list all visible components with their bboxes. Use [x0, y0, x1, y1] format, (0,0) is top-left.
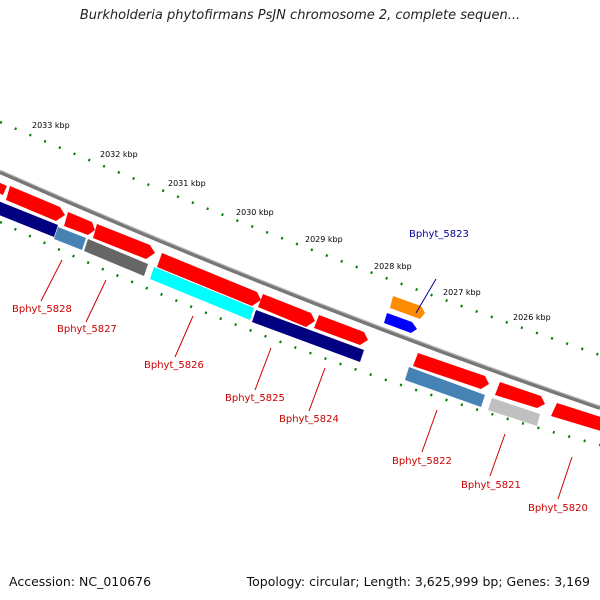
gene-arrow[interactable] [64, 212, 95, 235]
map-title: Burkholderia phytofirmans PsJN chromosom… [79, 8, 521, 23]
gene-label-bphyt-5821[interactable]: Bphyt_5821 [461, 480, 521, 491]
reverse-strand-genes [0, 201, 540, 426]
gene-arrow[interactable] [6, 186, 65, 221]
kbp-label-2027: 2027 kbp [443, 288, 481, 297]
kbp-label-2033: 2033 kbp [32, 121, 70, 130]
gene-bar[interactable] [488, 398, 540, 426]
gene-label-bphyt-5828[interactable]: Bphyt_5828 [12, 304, 72, 315]
gene-arrow[interactable] [551, 403, 600, 432]
gene-orange[interactable] [390, 296, 425, 319]
kbp-label-2028: 2028 kbp [374, 262, 412, 271]
gene-bar[interactable] [0, 201, 58, 237]
gene-label-bphyt-5822[interactable]: Bphyt_5822 [392, 456, 452, 467]
kbp-labels: 2033 kbp 2032 kbp 2031 kbp 2030 kbp 2029… [32, 121, 551, 322]
chromosome-backbone [0, 169, 600, 410]
gene-arrow[interactable] [495, 382, 545, 408]
gene-label-bphyt-5825[interactable]: Bphyt_5825 [225, 393, 285, 404]
gene-arrow[interactable] [157, 253, 261, 306]
gene-arrow[interactable] [0, 181, 7, 195]
gene-blue[interactable] [384, 313, 417, 333]
forward-strand-genes [0, 181, 600, 432]
gene-label-bphyt-5827[interactable]: Bphyt_5827 [57, 324, 117, 335]
gene-label-bphyt-5824[interactable]: Bphyt_5824 [279, 414, 339, 425]
gene-labels: Bphyt_5828 Bphyt_5827 Bphyt_5826 Bphyt_5… [12, 229, 588, 514]
gene-bar[interactable] [405, 367, 485, 407]
gene-bar[interactable] [54, 227, 86, 250]
kbp-label-2031: 2031 kbp [168, 179, 206, 188]
gene-label-bphyt-5823[interactable]: Bphyt_5823 [409, 229, 469, 240]
gene-label-bphyt-5826[interactable]: Bphyt_5826 [144, 360, 204, 371]
gene-label-bphyt-5820[interactable]: Bphyt_5820 [528, 503, 588, 514]
accession-text: Accession: NC_010676 [9, 574, 152, 589]
gene-bar[interactable] [252, 310, 364, 362]
kbp-label-2026: 2026 kbp [513, 313, 551, 322]
gene-arrow[interactable] [314, 315, 368, 345]
gene-arrow[interactable] [413, 353, 489, 389]
kbp-label-2032: 2032 kbp [100, 150, 138, 159]
gene-bar[interactable] [84, 239, 148, 276]
gene-arrow[interactable] [93, 224, 155, 259]
kbp-label-2030: 2030 kbp [236, 208, 274, 217]
kbp-label-2029: 2029 kbp [305, 235, 343, 244]
gene-bar[interactable] [150, 267, 254, 320]
gene-arrow[interactable] [258, 294, 315, 327]
topology-text: Topology: circular; Length: 3,625,999 bp… [246, 574, 590, 589]
